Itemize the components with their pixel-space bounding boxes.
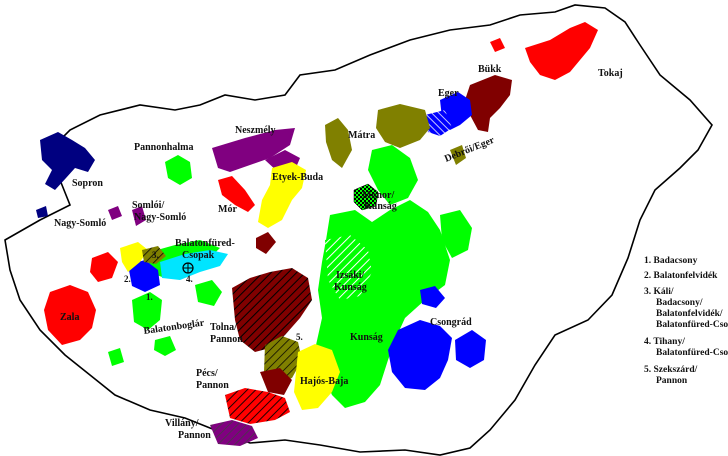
region-tokaj-north <box>490 38 505 52</box>
region-csongrad-north <box>420 286 445 308</box>
region-csongrad <box>388 320 452 390</box>
legend-item-3-line-4: Balatonfüred-Csopak <box>656 320 728 330</box>
region-zala-north <box>90 252 118 282</box>
label-villany-2: Pannon <box>178 430 211 441</box>
region-hajos <box>294 344 340 410</box>
label-balatonfured-1: Balatonfüred- <box>175 238 235 249</box>
region-neszmely <box>212 128 295 172</box>
region-sopron-south <box>36 206 48 218</box>
region-villany <box>210 420 258 446</box>
legend-item-3-line-2: Badacsony/ <box>656 298 703 308</box>
label-hajos: Hajós-Baja <box>300 376 348 387</box>
region-etyek <box>258 162 306 228</box>
label-tolna-2: Pannon <box>210 334 243 345</box>
label-nagysomlo: Nagy-Somló <box>54 218 106 229</box>
region-matra-west <box>325 118 352 168</box>
label-tokaj: Tokaj <box>598 68 623 79</box>
legend-item-1-line-1: 1. Badacsony <box>644 256 698 266</box>
region-pecs <box>225 388 290 424</box>
region-balaton-south-green <box>195 280 222 306</box>
label-bukk: Bükk <box>478 64 502 75</box>
legend-item-5-line-1: 5. Szekszárd/ <box>644 365 698 375</box>
label-somloi-1: Somlói/ <box>132 200 164 211</box>
label-monor-2: Kunság <box>364 201 397 212</box>
region-bukk <box>465 75 512 132</box>
marker-5: 5. <box>296 332 303 342</box>
region-izsaki <box>325 235 372 300</box>
label-neszmely: Neszmély <box>235 125 276 136</box>
region-pannonhalma <box>165 155 192 185</box>
label-somloi-2: Nagy-Somló <box>134 212 186 223</box>
region-tokaj <box>525 22 598 80</box>
region-monor <box>353 183 379 211</box>
region-green-southwest <box>154 336 176 356</box>
legend-item-4-line-1: 4. Tihany/ <box>644 337 685 347</box>
legend-item-5-line-2: Pannon <box>656 376 688 386</box>
label-mor: Mór <box>218 204 237 215</box>
marker-4: 4. <box>186 274 193 284</box>
label-pecs-2: Pannon <box>196 380 229 391</box>
label-pecs-1: Pécs/ <box>196 368 218 379</box>
region-kunsag-east <box>440 210 472 258</box>
region-eger-hatch <box>425 110 452 136</box>
region-mor <box>218 176 255 212</box>
region-kali <box>142 246 166 264</box>
label-kunsag: Kunság <box>350 332 383 343</box>
marker-1: 1. <box>146 292 153 302</box>
region-csongrad-east <box>455 330 486 368</box>
label-balatonfured-2: Csopak <box>182 250 215 261</box>
label-matra: Mátra <box>348 130 375 141</box>
label-zala: Zala <box>60 312 79 323</box>
label-izsaki-2: Kunság <box>334 282 367 293</box>
label-sopron: Sopron <box>72 178 103 189</box>
region-badacsony <box>128 260 160 292</box>
region-pecs-maroon <box>260 368 292 395</box>
region-matra <box>376 104 430 148</box>
region-etyek-maroon <box>256 232 276 254</box>
label-villany-1: Villány/ <box>165 418 199 429</box>
legend: 1. Badacsony 2. Balatonfelvidék 3. Káli/… <box>644 256 728 386</box>
marker-3: 3. <box>152 250 159 260</box>
label-etyek: Etyek-Buda <box>272 172 323 183</box>
region-zala <box>44 285 96 345</box>
region-balatonfured <box>160 250 228 280</box>
label-pannonhalma: Pannonhalma <box>134 142 193 153</box>
region-kunsag-north <box>368 145 418 205</box>
legend-item-3-line-3: Balatonfelvidék/ <box>656 309 723 319</box>
label-tolna-1: Tolna/ <box>210 322 237 333</box>
region-sopron <box>40 132 95 190</box>
legend-item-4-line-2: Balatonfüred-Csopak <box>656 348 728 358</box>
label-izsaki-1: Izsáki/ <box>336 270 365 281</box>
label-eger: Eger <box>438 88 459 99</box>
marker-2: 2. <box>124 274 131 284</box>
region-nagysomlo <box>108 206 122 220</box>
region-balatonfelvidek <box>120 242 148 272</box>
region-tolna <box>232 268 312 352</box>
region-green-south <box>108 348 124 366</box>
region-debroi-patch <box>450 145 466 165</box>
region-balatonboglar <box>132 292 162 330</box>
label-monor-1: Monor/ <box>362 190 394 201</box>
region-somloi <box>132 206 146 226</box>
legend-item-2-line-1: 2. Balatonfelvidék <box>644 271 718 281</box>
legend-item-3-line-1: 3. Káli/ <box>644 287 674 297</box>
label-csongrad: Csongrád <box>430 317 472 328</box>
